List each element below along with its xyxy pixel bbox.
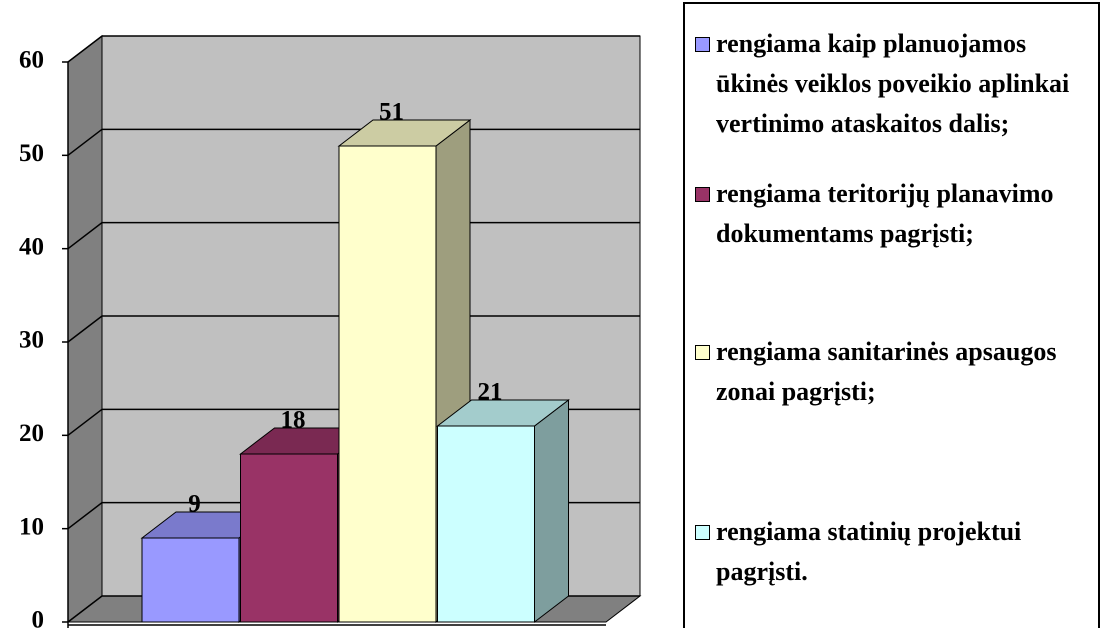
bar-side: [534, 398, 569, 624]
data-label: 21: [478, 379, 503, 406]
y-tick-label: 0: [32, 607, 45, 628]
data-label: 9: [188, 491, 201, 518]
bar-front: [240, 453, 338, 623]
bar-front: [437, 425, 535, 623]
legend-swatch: [695, 37, 710, 52]
legend-label: rengiama kaip planuojamos ūkinės veiklos…: [716, 29, 1070, 138]
y-tick-label: 40: [19, 233, 44, 260]
bar-front: [141, 537, 240, 623]
legend-entry: rengiama kaip planuojamos ūkinės veiklos…: [695, 24, 1095, 144]
legend-label: rengiama sanitarinės apsaugos zonai pagr…: [716, 337, 1057, 406]
legend-label: rengiama teritorijų planavimo dokumentam…: [716, 179, 1054, 248]
legend-entry: rengiama sanitarinės apsaugos zonai pagr…: [695, 332, 1095, 412]
legend-label: rengiama statinių projektui pagrįsti.: [716, 517, 1022, 586]
y-tick-label: 30: [19, 327, 44, 354]
legend-entry: rengiama statinių projektui pagrįsti.: [695, 512, 1095, 592]
legend-swatch: [695, 187, 710, 202]
bar-front: [338, 145, 437, 623]
data-label: 51: [379, 99, 404, 126]
legend: rengiama kaip planuojamos ūkinės veiklos…: [683, 2, 1100, 628]
legend-swatch: [695, 525, 710, 540]
y-tick-label: 10: [19, 513, 44, 540]
grid-line: [67, 35, 640, 63]
data-label: 18: [281, 407, 306, 434]
y-tick-label: 60: [19, 47, 44, 74]
y-tick-label: 50: [19, 140, 44, 167]
legend-swatch: [695, 345, 710, 360]
bar: [436, 398, 570, 624]
legend-entry: rengiama teritorijų planavimo dokumentam…: [695, 174, 1095, 254]
chart: 0 10 20 30 40 50 60 9 18 51 21: [19, 34, 642, 628]
y-tick-label: 20: [19, 420, 44, 447]
